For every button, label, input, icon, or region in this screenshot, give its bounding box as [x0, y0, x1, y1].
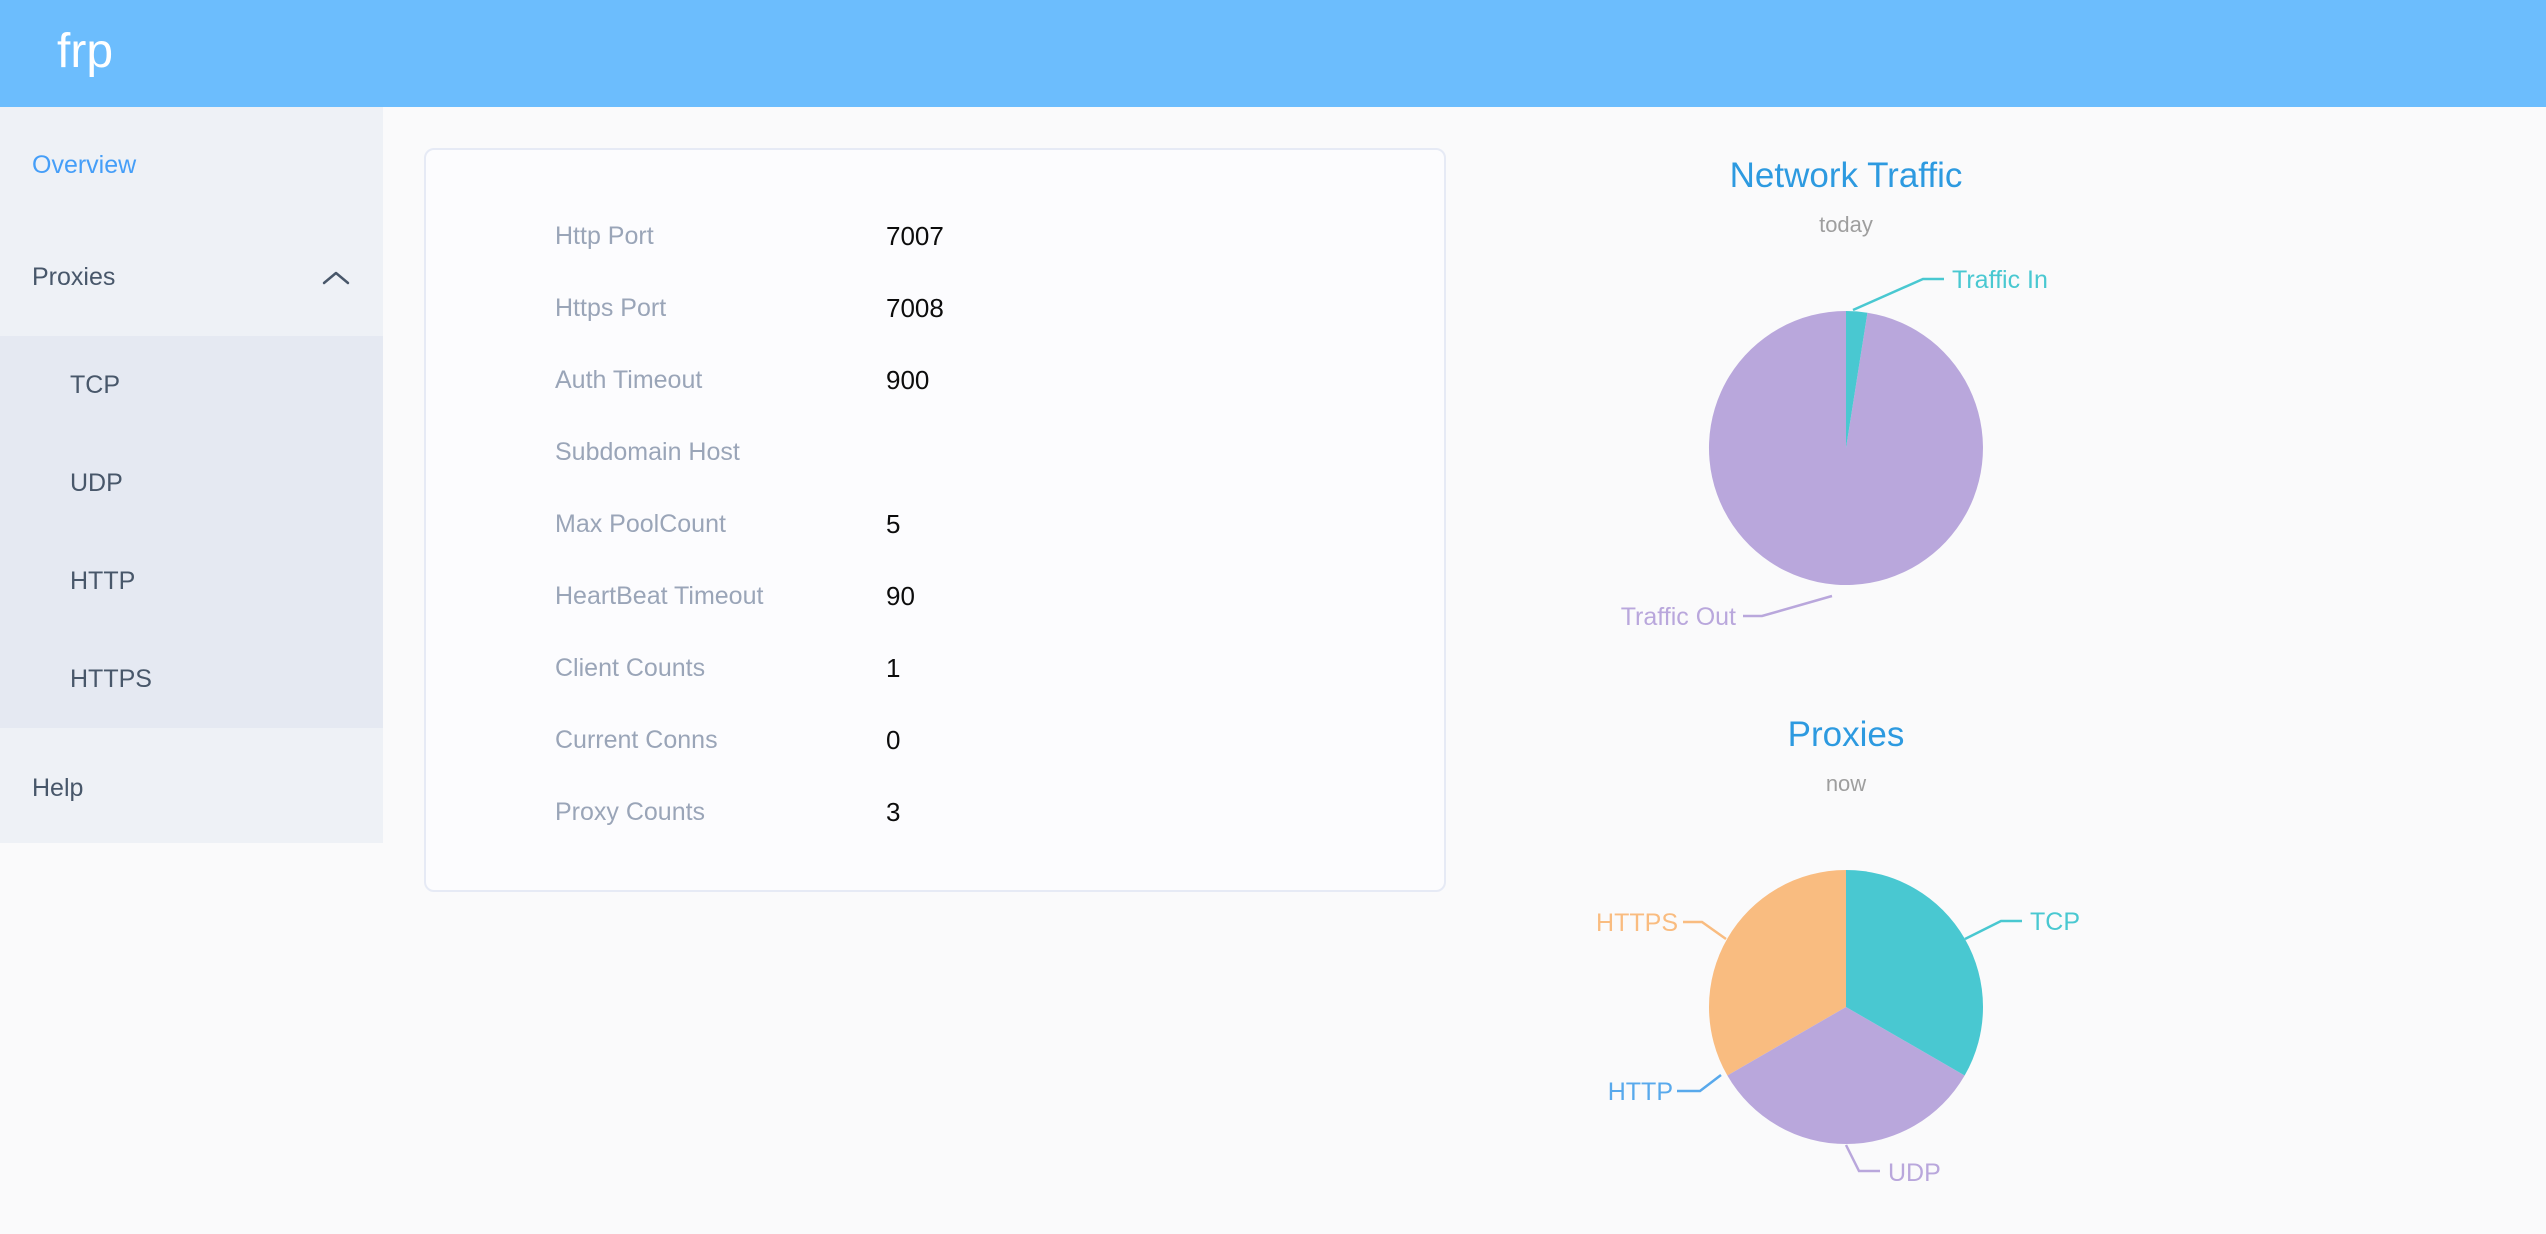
chevron-up-icon — [322, 271, 350, 285]
udp-label: UDP — [1888, 1159, 1941, 1187]
proxies-pie-chart — [1677, 870, 2022, 1173]
config-label: Auth Timeout — [555, 366, 703, 394]
http-label: HTTP — [1607, 1078, 1673, 1106]
sidebar-item-overview[interactable]: Overview — [32, 151, 137, 179]
sidebar-item-help[interactable]: Help — [32, 774, 84, 802]
pie-slice-tcp[interactable] — [1846, 870, 1984, 1076]
sidebar-item-proxies[interactable]: Proxies — [0, 227, 383, 327]
tcp-leader-line — [1964, 919, 2022, 941]
tcp-label: TCP — [2030, 908, 2080, 936]
config-value: 90 — [886, 581, 915, 611]
udp-leader-line — [1844, 1144, 1880, 1173]
config-row-max-poolcount: Max PoolCount 5 — [426, 488, 1444, 560]
sidebar-item-https[interactable]: HTTPS — [70, 665, 152, 693]
config-label: Client Counts — [555, 654, 706, 682]
config-row-https-port: Https Port 7008 — [426, 272, 1444, 344]
top-header: frp — [0, 0, 2546, 107]
https-label: HTTPS — [1596, 909, 1678, 937]
config-label: Https Port — [555, 294, 667, 322]
frp-logo[interactable]: frp — [57, 25, 114, 78]
config-row-http-port: Http Port 7007 — [426, 200, 1444, 272]
config-label: Max PoolCount — [555, 510, 726, 538]
config-value: 3 — [886, 797, 901, 827]
config-label: Subdomain Host — [555, 438, 740, 466]
traffic-out-label: Traffic Out — [1620, 603, 1736, 631]
config-row-heartbeat-timeout: HeartBeat Timeout 90 — [426, 560, 1444, 632]
pie-slice-udp[interactable] — [1727, 1007, 1965, 1145]
sidebar: Overview Proxies TCP UDP HTTP HTTPS Help — [0, 107, 383, 843]
sidebar-item-tcp[interactable]: TCP — [70, 371, 120, 399]
sidebar-item-label: Proxies — [32, 263, 116, 291]
config-value: 900 — [886, 365, 930, 395]
config-value: 7008 — [886, 293, 944, 323]
config-value: 7007 — [886, 221, 944, 251]
config-value: 0 — [886, 725, 901, 755]
network-traffic-pie-chart — [1708, 277, 1983, 618]
proxies-submenu: TCP UDP HTTP HTTPS — [0, 336, 383, 728]
config-row-client-counts: Client Counts 1 — [426, 632, 1444, 704]
proxies-chart-title: Proxies — [1787, 715, 1905, 754]
config-value: 5 — [886, 509, 901, 539]
network-traffic-title: Network Traffic — [1729, 156, 1963, 195]
traffic-in-label: Traffic In — [1952, 266, 2048, 294]
config-row-auth-timeout: Auth Timeout 900 — [426, 344, 1444, 416]
pie-slice-traffic-in[interactable] — [1846, 311, 1868, 448]
config-label: Proxy Counts — [555, 798, 706, 826]
sidebar-item-udp[interactable]: UDP — [70, 469, 123, 497]
config-label: Http Port — [555, 222, 654, 250]
traffic-in-leader-line — [1852, 277, 1944, 312]
network-traffic-subtitle: today — [1819, 212, 1873, 237]
config-row-current-conns: Current Conns 0 — [426, 704, 1444, 776]
https-leader-line — [1683, 920, 1727, 941]
config-row-proxy-counts: Proxy Counts 3 — [426, 776, 1444, 848]
pie-slice-traffic-out[interactable] — [1708, 311, 1983, 585]
config-value: 1 — [886, 653, 901, 683]
config-label: HeartBeat Timeout — [555, 582, 764, 610]
pie-slice-https[interactable] — [1708, 870, 1846, 1076]
http-leader-line — [1677, 1074, 1722, 1093]
traffic-out-leader-line — [1743, 594, 1833, 618]
server-config-card: Http Port 7007 Https Port 7008 Auth Time… — [424, 148, 1446, 892]
sidebar-item-http[interactable]: HTTP — [70, 567, 136, 595]
config-label: Current Conns — [555, 726, 718, 754]
proxies-chart-subtitle: now — [1825, 771, 1867, 796]
config-row-subdomain-host: Subdomain Host — [426, 416, 1444, 488]
